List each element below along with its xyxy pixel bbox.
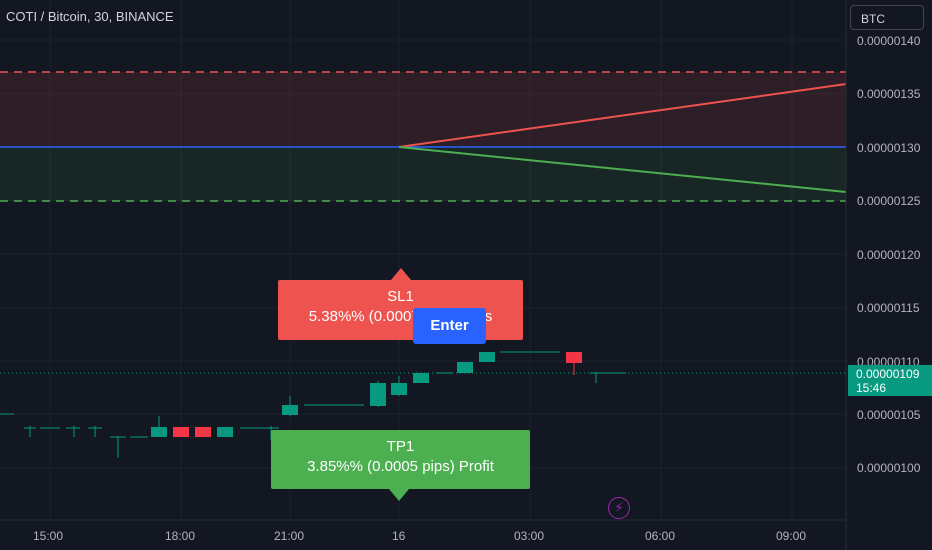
currency-button[interactable]: BTC	[850, 5, 924, 30]
y-tick: 0.00000135	[857, 87, 921, 101]
candle	[151, 427, 167, 437]
candle	[391, 383, 407, 395]
take-profit-title: TP1	[386, 438, 415, 455]
stop-loss-projection	[398, 83, 847, 148]
stop-loss-title: SL1	[387, 288, 414, 305]
take-profit-zone	[0, 147, 846, 201]
candle	[282, 405, 298, 415]
enter-button[interactable]: Enter	[413, 308, 486, 344]
price-axis: 0.00000140 0.00000135 0.00000130 0.00000…	[857, 34, 921, 475]
current-price-tag: 0.00000109 15:46	[848, 365, 932, 396]
current-price: 0.00000109	[856, 367, 920, 381]
candle	[217, 427, 233, 437]
countdown: 15:46	[856, 381, 887, 395]
candle	[413, 373, 429, 383]
candle	[173, 427, 189, 437]
y-tick: 0.00000105	[857, 408, 921, 422]
x-tick: 06:00	[645, 529, 675, 543]
y-tick: 0.00000115	[857, 301, 920, 315]
candle	[479, 352, 495, 362]
x-tick: 09:00	[776, 529, 806, 543]
y-tick: 0.00000100	[857, 461, 921, 475]
candle	[566, 352, 582, 363]
x-tick: 03:00	[514, 529, 544, 543]
candle	[457, 362, 473, 373]
x-tick: 18:00	[165, 529, 195, 543]
lightning-icon[interactable]: ⚡	[608, 497, 630, 519]
stop-loss-detail: 5.38%% (0.0007 pips) Loss	[308, 308, 493, 325]
y-tick: 0.00000120	[857, 248, 921, 262]
time-axis: 15:00 18:00 21:00 16 03:00 06:00 09:00	[33, 529, 806, 543]
take-profit-detail: 3.85%% (0.0005 pips) Profit	[307, 458, 494, 475]
stop-loss-pointer	[391, 268, 411, 280]
stop-loss-zone	[0, 72, 846, 147]
candle	[195, 427, 211, 437]
x-tick: 15:00	[33, 529, 63, 543]
y-tick: 0.00000140	[857, 34, 921, 48]
take-profit-projection	[398, 146, 847, 193]
y-tick: 0.00000125	[857, 194, 921, 208]
x-tick: 21:00	[274, 529, 304, 543]
y-tick: 0.00000130	[857, 141, 921, 155]
symbol-title[interactable]: COTI / Bitcoin, 30, BINANCE	[6, 9, 174, 24]
take-profit-label[interactable]: TP1 3.85%% (0.0005 pips) Profit	[271, 430, 530, 489]
stop-loss-label[interactable]: SL1 5.38%% (0.0007 pips) Loss	[278, 280, 523, 340]
x-tick: 16	[392, 529, 406, 543]
take-profit-pointer	[389, 489, 409, 501]
candle	[370, 383, 386, 406]
candles	[0, 351, 626, 458]
